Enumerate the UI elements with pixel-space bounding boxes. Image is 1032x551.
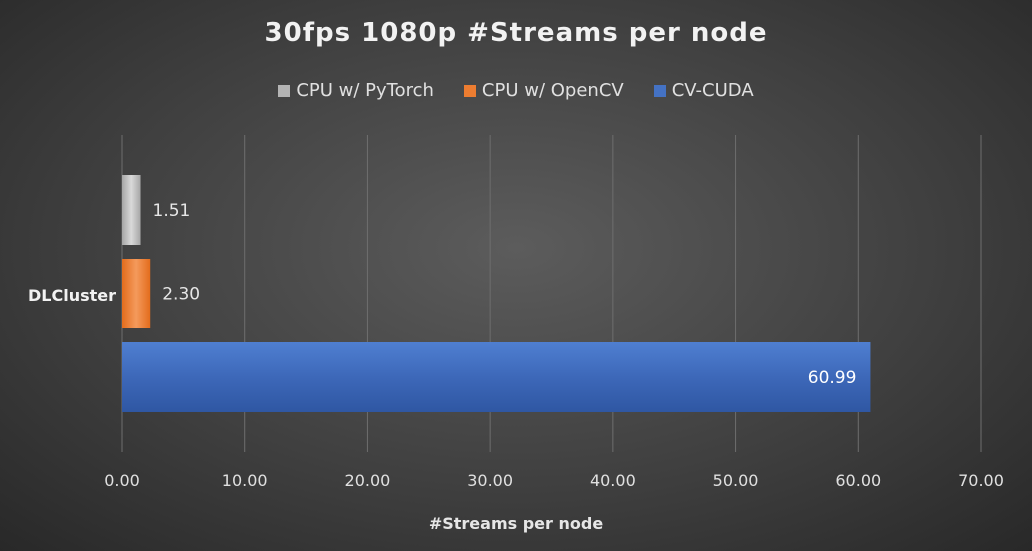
legend-swatch-1 — [463, 84, 476, 97]
bar-data-label: 60.99 — [808, 368, 857, 388]
legend-label-2: CV-CUDA — [671, 80, 754, 101]
x-tick-label: 50.00 — [713, 471, 759, 490]
x-tick-label: 60.00 — [835, 471, 881, 490]
x-tick-label: 30.00 — [467, 471, 513, 490]
x-axis-label: #Streams per node — [429, 514, 603, 533]
legend-label-0: CPU w/ PyTorch — [296, 80, 434, 101]
bar-cpu-w-opencv — [122, 259, 151, 328]
bar-cv-cuda — [122, 342, 871, 412]
bars — [122, 175, 871, 412]
legend: CPU w/ PyTorch CPU w/ OpenCV CV-CUDA — [0, 80, 1032, 101]
x-tick-label: 10.00 — [222, 471, 268, 490]
category-label: DLCluster — [28, 286, 116, 305]
x-tick-label: 70.00 — [958, 471, 1004, 490]
bar-cpu-w-pytorch — [122, 175, 141, 245]
chart-title: 30fps 1080p #Streams per node — [264, 18, 768, 48]
x-tick-labels: 0.00 10.00 20.00 30.00 40.00 50.00 60.00 70.00 — [104, 471, 1004, 490]
bar-data-label: 2.30 — [162, 285, 200, 305]
legend-label-1: CPU w/ OpenCV — [481, 80, 624, 101]
bar-data-label: 1.51 — [153, 201, 191, 221]
bar-labels: 1.51 2.30 60.99 — [153, 201, 857, 388]
x-tick-label: 40.00 — [590, 471, 636, 490]
legend-item-1: CPU w/ OpenCV — [463, 80, 624, 101]
legend-swatch-2 — [653, 84, 666, 97]
x-tick-label: 20.00 — [345, 471, 391, 490]
legend-item-0: CPU w/ PyTorch — [278, 80, 434, 101]
legend-item-2: CV-CUDA — [653, 80, 754, 101]
legend-swatch-0 — [278, 84, 291, 97]
x-tick-label: 0.00 — [104, 471, 140, 490]
